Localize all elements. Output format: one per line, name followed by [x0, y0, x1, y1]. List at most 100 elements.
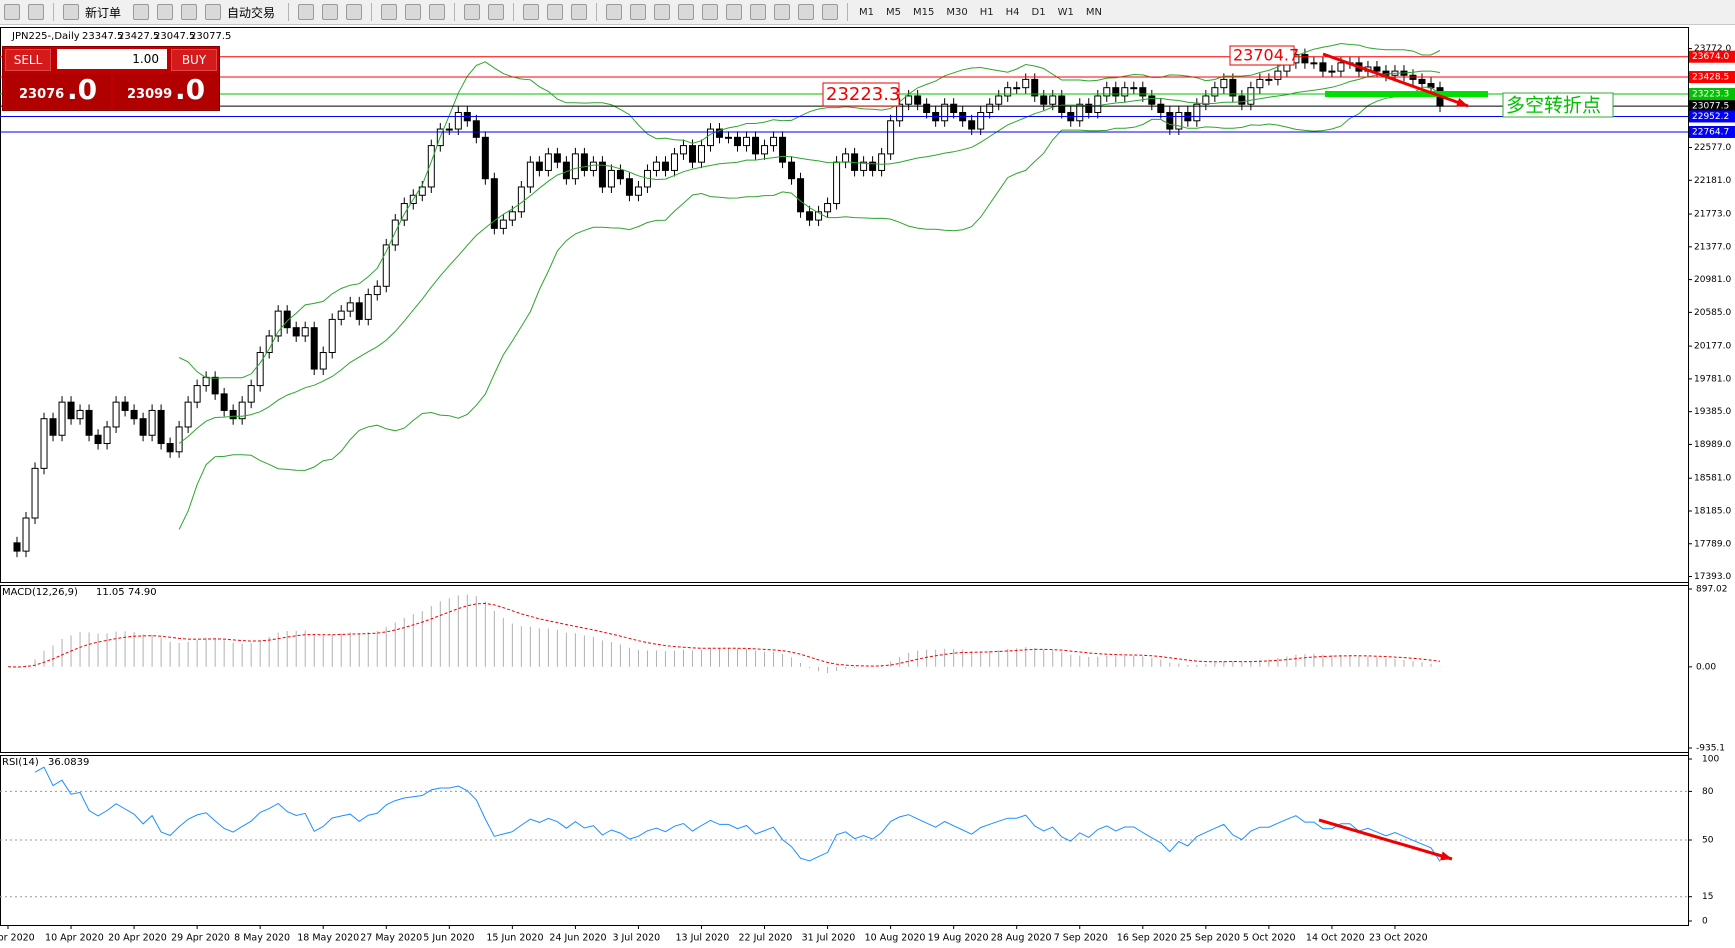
candle — [274, 310, 282, 337]
candle — [400, 203, 408, 221]
candle — [1031, 78, 1039, 97]
icon[interactable] — [429, 4, 446, 20]
sell-button[interactable]: SELL — [5, 49, 51, 71]
icon[interactable] — [381, 4, 398, 20]
separator — [454, 3, 456, 21]
icon[interactable] — [28, 4, 44, 20]
trend-arrow — [1318, 818, 1453, 861]
bollinger-band — [178, 42, 1441, 379]
icon[interactable] — [133, 4, 150, 20]
icon[interactable] — [523, 4, 540, 20]
icon[interactable] — [774, 4, 791, 20]
date-label: 14 Oct 2020 — [1306, 933, 1365, 944]
candle — [337, 310, 345, 320]
icon[interactable] — [822, 4, 839, 20]
price-tick-label: 17789.0 — [1694, 539, 1731, 549]
level-label: 22952.2 — [1692, 112, 1729, 122]
candle — [445, 128, 453, 131]
icon[interactable] — [157, 4, 174, 20]
candle — [1004, 87, 1012, 97]
pane-frame — [0, 585, 1689, 753]
date-label: 28 Aug 2020 — [991, 933, 1052, 944]
candle — [1022, 78, 1030, 89]
candle — [995, 95, 1003, 105]
candle — [842, 153, 850, 163]
candle — [752, 136, 760, 155]
annotation-box — [1229, 45, 1295, 66]
candle — [319, 351, 327, 370]
icon[interactable] — [678, 4, 695, 20]
price-tick-label: 18989.0 — [1694, 440, 1731, 450]
candle — [634, 186, 642, 196]
date-label: 1 Apr 2020 — [0, 933, 35, 944]
icon[interactable] — [63, 4, 79, 20]
price-tick-label: 17393.0 — [1694, 572, 1731, 582]
icon[interactable] — [298, 4, 315, 20]
icon[interactable] — [405, 4, 422, 20]
rsi-tick-label: 15 — [1702, 892, 1713, 902]
timeframe-button[interactable]: W1 — [1057, 6, 1074, 18]
candle — [770, 136, 778, 147]
icon[interactable] — [630, 4, 647, 20]
candle — [139, 418, 147, 436]
rsi-label: RSI(14) — [2, 757, 39, 768]
sell-price-decimal: .0 — [67, 73, 98, 106]
candle — [697, 145, 705, 163]
candle — [734, 136, 742, 147]
timeframe-button[interactable]: H1 — [979, 6, 994, 18]
candle — [535, 161, 543, 171]
buy-button[interactable]: BUY — [171, 49, 217, 71]
timeframe-button[interactable]: H4 — [1005, 6, 1020, 18]
icon[interactable] — [654, 4, 671, 20]
rsi-tick-label: 80 — [1702, 787, 1714, 797]
price-tick-label: 19385.0 — [1694, 407, 1731, 417]
symbol-label: JPN225-,Daily — [11, 31, 80, 42]
icon[interactable] — [726, 4, 743, 20]
candle — [1058, 95, 1066, 114]
candle — [256, 351, 264, 387]
icon[interactable] — [750, 4, 767, 20]
separator — [288, 3, 290, 21]
icon[interactable] — [346, 4, 363, 20]
icon[interactable] — [488, 4, 505, 20]
candle — [283, 310, 291, 329]
icon[interactable] — [322, 4, 339, 20]
buy-price[interactable]: 23099.0 — [113, 73, 219, 109]
candle — [40, 418, 48, 469]
candle — [472, 120, 480, 138]
candle — [1094, 95, 1102, 114]
macd-label: MACD(12,26,9) — [2, 587, 78, 598]
timeframe-button[interactable]: M30 — [946, 6, 968, 18]
icon[interactable] — [4, 4, 20, 20]
icon[interactable] — [547, 4, 564, 20]
timeframe-button[interactable]: MN — [1085, 6, 1102, 18]
candle — [328, 318, 336, 353]
icon[interactable] — [798, 4, 815, 20]
icon[interactable] — [571, 4, 588, 20]
timeframe-button[interactable]: D1 — [1031, 6, 1046, 18]
candle — [1175, 112, 1183, 130]
timeframe-button[interactable]: M1 — [859, 6, 875, 18]
candle — [869, 161, 877, 171]
timeframe-button[interactable]: M5 — [886, 6, 902, 18]
icon[interactable] — [464, 4, 481, 20]
lot-input[interactable]: 1.00 — [57, 49, 167, 69]
candle — [788, 161, 796, 180]
candle — [355, 302, 363, 320]
icon[interactable] — [702, 4, 719, 20]
level-label: 22764.7 — [1692, 127, 1729, 137]
timeframe-button[interactable]: M15 — [913, 6, 935, 18]
candle — [1211, 87, 1219, 97]
icon[interactable] — [181, 4, 198, 20]
candle — [31, 467, 39, 519]
candle — [616, 169, 624, 180]
icon[interactable] — [205, 4, 222, 20]
sell-price[interactable]: 23076.0 — [5, 73, 111, 109]
arrow-head — [1456, 97, 1468, 107]
level-tag — [1689, 100, 1735, 113]
new-order-button[interactable]: 新订单 — [85, 5, 122, 20]
auto-trading-button[interactable]: 自动交易 — [227, 5, 276, 20]
icon[interactable] — [606, 4, 623, 20]
